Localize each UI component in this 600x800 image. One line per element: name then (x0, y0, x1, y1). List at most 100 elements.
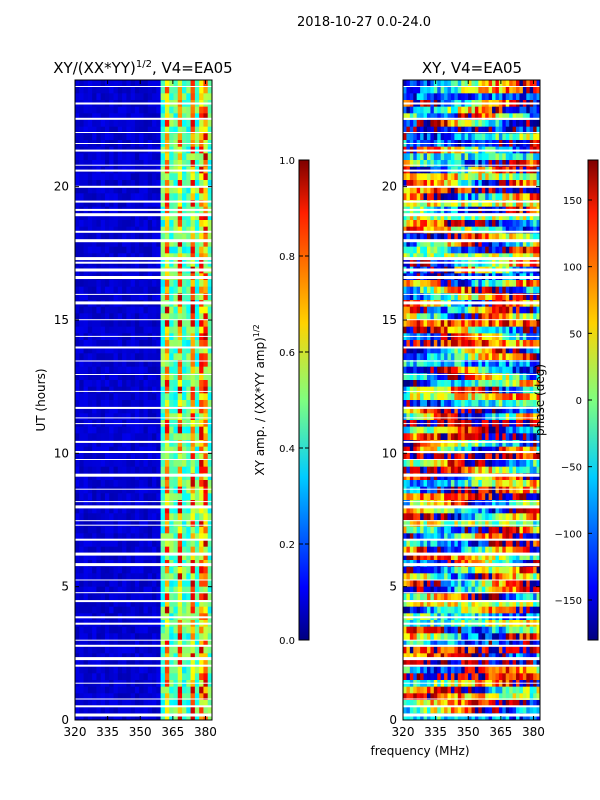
phase-heatmap-cell (495, 280, 500, 288)
phase-heatmap-cell (478, 186, 483, 194)
amp-heatmap-cell (203, 226, 209, 234)
amp-heatmap-cell (126, 593, 132, 601)
amp-heatmap-cell (87, 113, 93, 121)
phase-heatmap-cell (498, 220, 503, 228)
phase-heatmap-cell (457, 353, 462, 361)
phase-heatmap-cell (529, 173, 534, 181)
amp-heatmap-cell (147, 440, 153, 448)
amp-heatmap-cell (190, 486, 196, 494)
amp-heatmap-cell (147, 373, 153, 381)
phase-heatmap-cell (519, 80, 524, 88)
amp-heatmap-cell (160, 246, 166, 254)
amp-heatmap-cell (92, 573, 97, 581)
amp-heatmap-cell (126, 133, 132, 141)
amp-heatmap-cell (169, 440, 174, 448)
amp-heatmap-cell (126, 286, 132, 294)
amp-heatmap-cell (169, 93, 174, 101)
phase-heatmap-cell (533, 200, 537, 208)
amp-heatmap-cell (109, 173, 114, 181)
amp-heatmap-cell (164, 413, 170, 421)
amp-heatmap-cell (207, 653, 213, 661)
amp-heatmap-cell (113, 380, 119, 388)
amp-heatmap-cell (122, 320, 127, 328)
amp-heatmap-cell (143, 586, 149, 594)
phase-heatmap-cell (485, 246, 490, 254)
phase-heatmap-cell (488, 253, 493, 261)
phase-heatmap-cell (444, 280, 448, 288)
phase-heatmap-cell (505, 106, 510, 114)
phase-heatmap-cell (416, 293, 421, 301)
amp-heatmap-cell (186, 553, 191, 561)
phase-heatmap-cell (403, 193, 407, 201)
amp-heatmap-cell (156, 200, 162, 208)
amp-heatmap-cell (130, 493, 136, 501)
amp-heatmap-cell (92, 473, 97, 481)
amp-heatmap-cell (194, 526, 200, 534)
amp-heatmap-cell (126, 246, 132, 254)
amp-heatmap-cell (160, 573, 166, 581)
amp-heatmap-cell (139, 646, 144, 654)
amp-heatmap-cell (147, 566, 153, 574)
phase-heatmap-cell (437, 366, 442, 374)
amp-heatmap-cell (186, 646, 191, 654)
amp-heatmap-cell (203, 320, 209, 328)
amp-heatmap-cell (147, 553, 153, 561)
amp-heatmap-cell (147, 520, 153, 528)
amp-heatmap-cell (109, 513, 114, 521)
amp-heatmap-cell (113, 173, 119, 181)
amp-heatmap-cell (134, 160, 140, 168)
amp-heatmap-cell (143, 700, 149, 708)
amp-heatmap-cell (100, 186, 106, 194)
phase-heatmap-cell (502, 313, 507, 321)
phase-heatmap-cell (498, 93, 503, 101)
phase-heatmap-cell (464, 326, 469, 334)
amp-heatmap-cell (104, 360, 110, 368)
phase-heatmap-cell (471, 280, 476, 288)
phase-heatmap-cell (498, 106, 503, 114)
phase-heatmap-cell (533, 80, 537, 88)
amp-heatmap-cell (190, 646, 196, 654)
amp-heatmap-cell (160, 413, 166, 421)
amp-heatmap-cell (134, 240, 140, 248)
amp-heatmap-cell (130, 160, 136, 168)
phase-heatmap-cell (440, 160, 445, 168)
amp-heatmap-cell (92, 406, 97, 414)
amp-heatmap-cell (164, 393, 170, 401)
phase-heatmap-cell (450, 200, 455, 208)
amp-heatmap-cell (203, 486, 209, 494)
amp-heatmap-cell (87, 640, 93, 648)
phase-heatmap-cell (536, 233, 541, 241)
phase-heatmap-cell (498, 113, 503, 121)
amp-heatmap-cell (122, 373, 127, 381)
amp-heatmap-cell (139, 573, 144, 581)
phase-heatmap-cell (519, 193, 524, 201)
phase-heatmap-cell (471, 240, 476, 248)
phase-heatmap-cell (516, 233, 520, 241)
amp-heatmap-cell (75, 700, 80, 708)
amp-heatmap-cell (160, 540, 166, 548)
phase-heatmap-cell (423, 120, 428, 128)
amp-heatmap-cell (169, 326, 174, 334)
phase-heatmap-cell (464, 313, 469, 321)
amp-heatmap-cell (87, 593, 93, 601)
amp-heatmap-cell (113, 540, 119, 548)
amp-heatmap-cell (109, 673, 114, 681)
amp-heatmap-cell (147, 173, 153, 181)
amp-heatmap-cell (203, 113, 209, 121)
amp-heatmap-cell (143, 433, 149, 441)
phase-heatmap-cell (478, 293, 483, 301)
amp-heatmap-cell (75, 446, 80, 454)
amp-heatmap-cell (156, 306, 162, 314)
phase-heatmap-cell (403, 180, 407, 188)
amp-heatmap-cell (164, 80, 170, 88)
amp-heatmap-cell (113, 520, 119, 528)
amp-heatmap-cell (109, 113, 114, 121)
amp-heatmap-cell (203, 540, 209, 548)
amp-heatmap-cell (79, 220, 84, 228)
amp-heatmap-cell (152, 106, 157, 114)
amp-heatmap-cell (139, 286, 144, 294)
amp-heatmap-cell (83, 526, 89, 534)
amp-heatmap-cell (169, 526, 174, 534)
flagged-row (75, 293, 212, 295)
amp-heatmap-cell (190, 326, 196, 334)
